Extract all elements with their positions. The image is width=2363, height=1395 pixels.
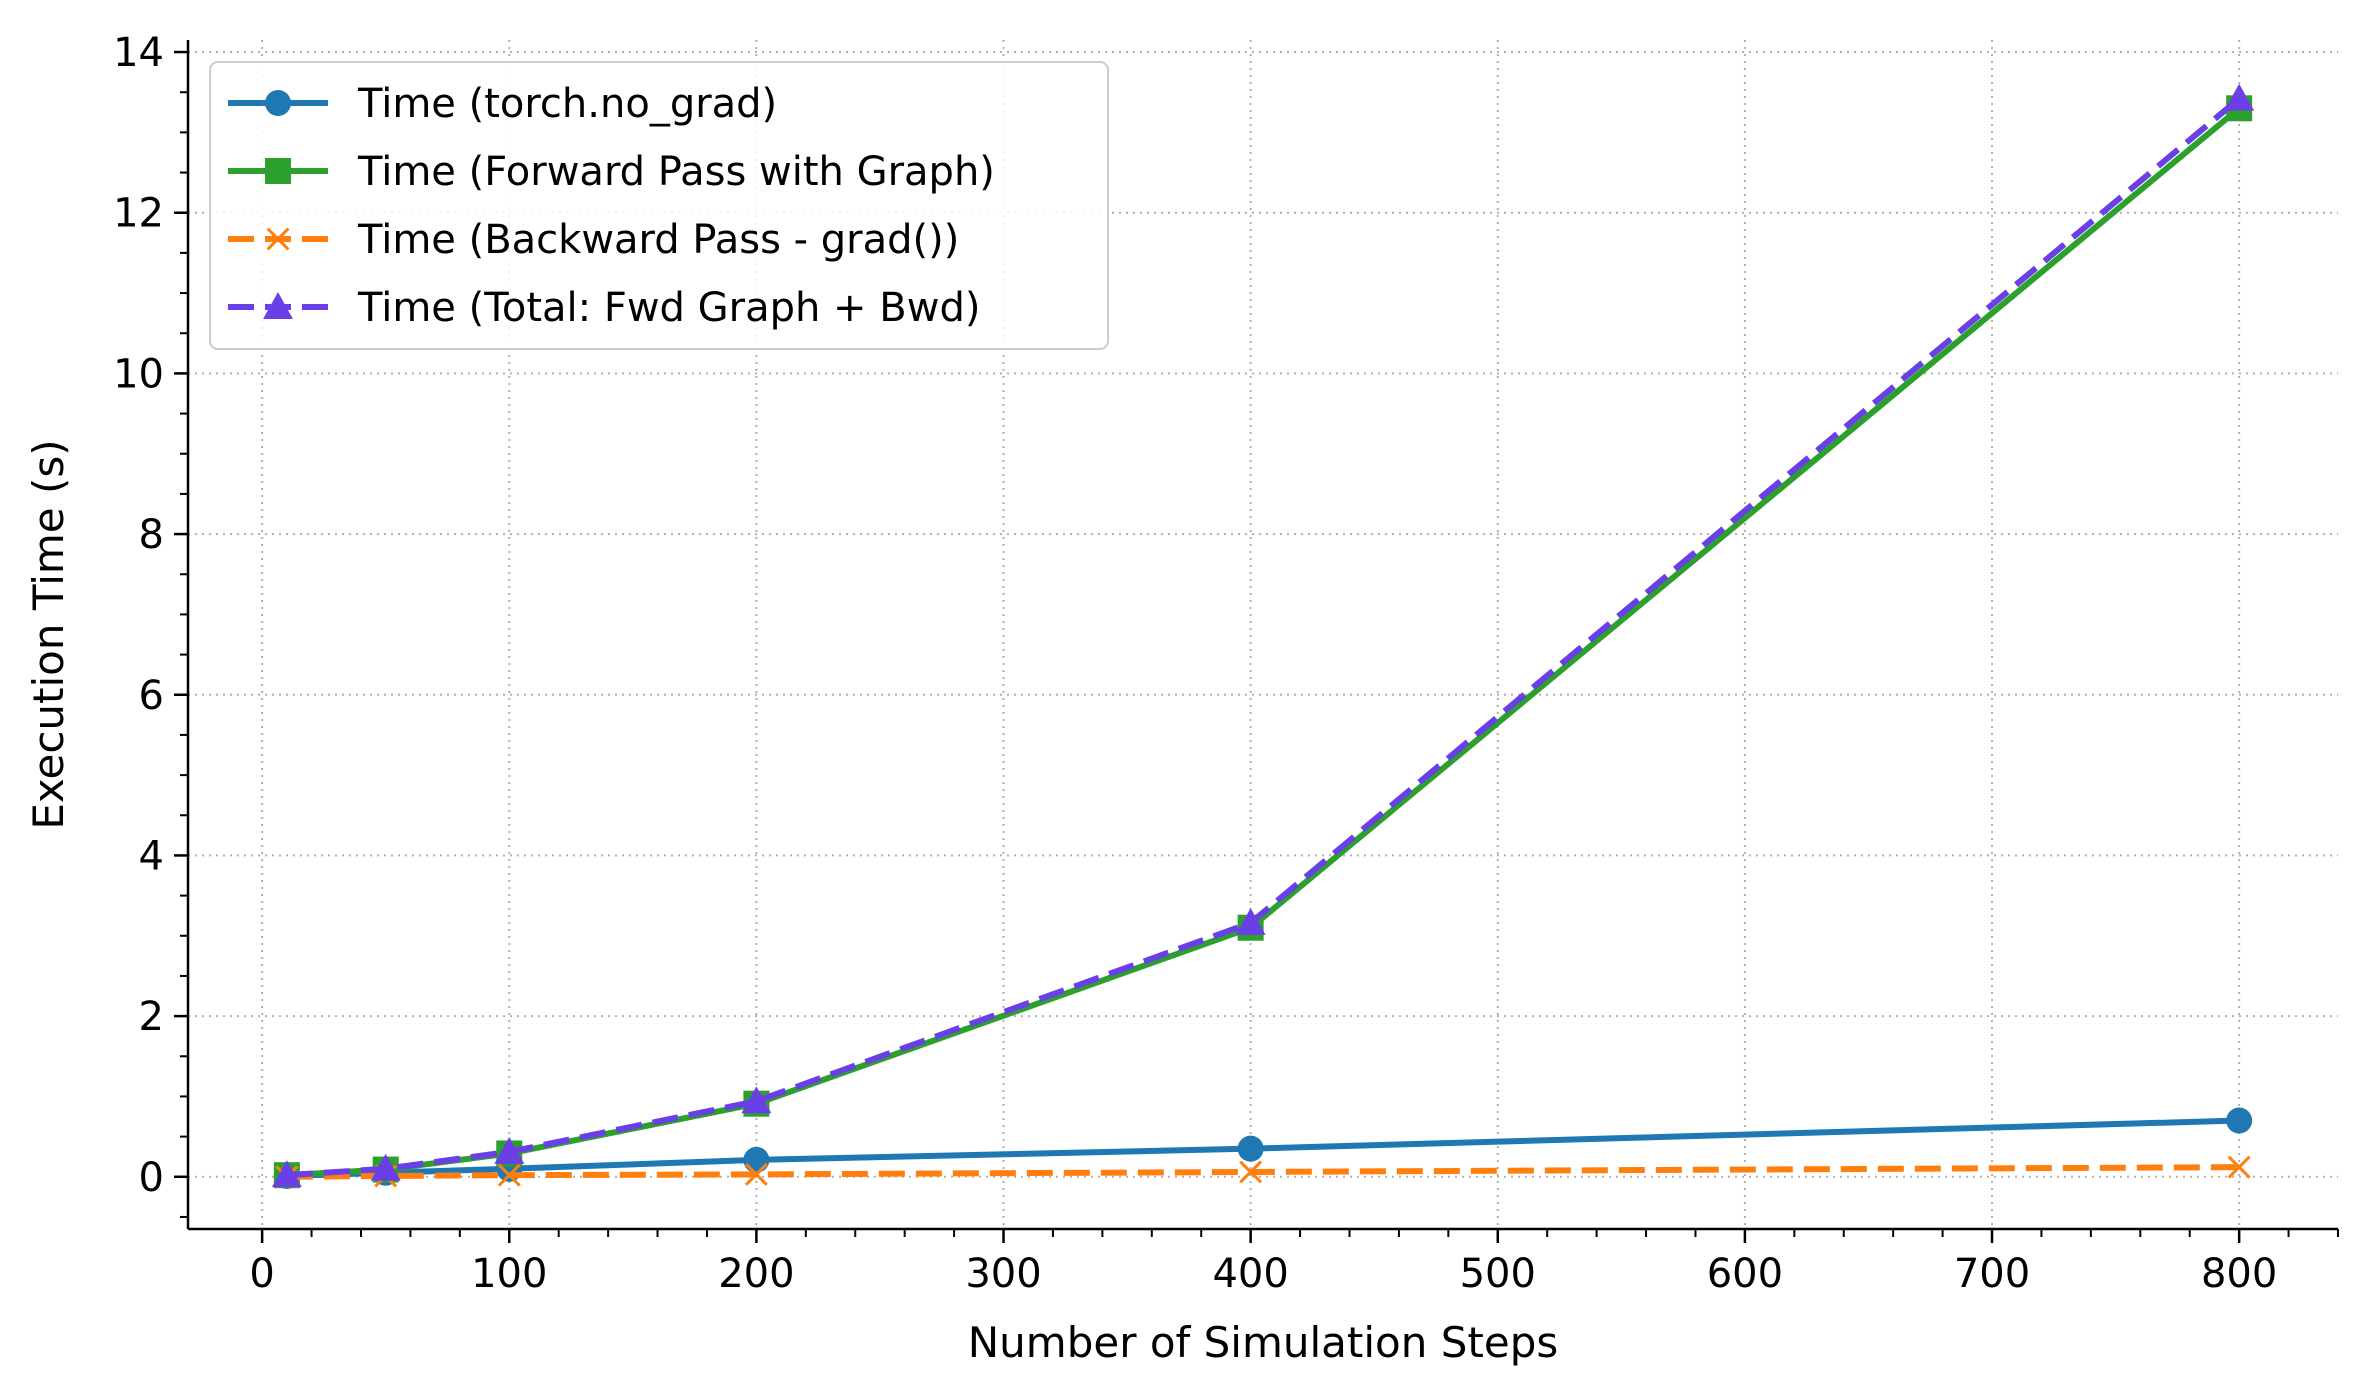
data-point-triangle bbox=[494, 1136, 525, 1164]
data-point-x-stroke bbox=[497, 1163, 521, 1187]
legend-entry: Time (torch.no_grad) bbox=[228, 81, 777, 127]
legend-label: Time (torch.no_grad) bbox=[357, 81, 777, 127]
data-point-circle bbox=[2226, 1107, 2253, 1134]
x-tick-label: 300 bbox=[965, 1251, 1041, 1297]
data-point-circle bbox=[265, 90, 291, 116]
data-point-triangle bbox=[2224, 83, 2255, 111]
legend-label: Time (Forward Pass with Graph) bbox=[357, 149, 995, 195]
x-tick-label: 700 bbox=[1954, 1251, 2030, 1297]
y-tick-label: 6 bbox=[139, 673, 164, 719]
legend-label: Time (Total: Fwd Graph + Bwd) bbox=[357, 285, 980, 331]
series-4 bbox=[271, 83, 2255, 1188]
x-tick-label: 0 bbox=[249, 1251, 274, 1297]
y-tick-label: 8 bbox=[139, 512, 164, 558]
axes: 0 100 200 300 400 500 600 700 800 0 2 4 6 8 10 12 14 bbox=[113, 30, 2339, 1297]
legend: Time (torch.no_grad) Time (Forward Pass w… bbox=[209, 61, 1109, 350]
data-point-x-stroke bbox=[266, 227, 290, 251]
legend-entry: Time (Backward Pass - grad()) bbox=[228, 217, 959, 263]
data-point-triangle bbox=[1235, 907, 1266, 935]
data-point-x-stroke bbox=[744, 1162, 768, 1186]
legend-entry: Time (Total: Fwd Graph + Bwd) bbox=[228, 285, 980, 331]
x-axis-title: Number of Simulation Steps bbox=[968, 1318, 1558, 1367]
y-tick-label: 10 bbox=[113, 351, 164, 397]
data-point-square bbox=[265, 158, 291, 184]
data-point-triangle bbox=[263, 292, 293, 319]
x-tick-label: 600 bbox=[1707, 1251, 1783, 1297]
y-axis-title: Execution Time (s) bbox=[24, 439, 73, 829]
y-tick-label: 12 bbox=[113, 191, 164, 237]
x-tick-label: 200 bbox=[718, 1251, 794, 1297]
data-point-circle bbox=[743, 1146, 770, 1173]
legend-label: Time (Backward Pass - grad()) bbox=[357, 217, 959, 263]
y-tick-label: 0 bbox=[139, 1155, 164, 1201]
y-tick-label: 4 bbox=[139, 833, 164, 879]
data-point-triangle bbox=[741, 1086, 772, 1114]
data-point-triangle bbox=[370, 1153, 401, 1181]
data-point-x bbox=[266, 227, 290, 251]
y-tick-label: 14 bbox=[113, 30, 164, 76]
x-tick-label: 400 bbox=[1212, 1251, 1288, 1297]
data-point-triangle bbox=[271, 1160, 302, 1188]
data-series bbox=[271, 83, 2255, 1189]
x-tick-label: 800 bbox=[2201, 1251, 2277, 1297]
legend-box bbox=[209, 61, 1109, 350]
x-tick-label: 500 bbox=[1460, 1251, 1536, 1297]
legend-entry: Time (Forward Pass with Graph) bbox=[228, 149, 995, 195]
data-point-x bbox=[1239, 1160, 1263, 1184]
data-point-circle bbox=[1237, 1135, 1264, 1162]
x-tick-label: 100 bbox=[471, 1251, 547, 1297]
series-3 bbox=[275, 1155, 2251, 1189]
series-line bbox=[286, 96, 2242, 1179]
data-point-x bbox=[497, 1163, 521, 1187]
y-tick-label: 2 bbox=[139, 994, 164, 1040]
data-point-x-stroke bbox=[1239, 1160, 1263, 1184]
data-point-x bbox=[2227, 1155, 2251, 1179]
series-line bbox=[286, 1164, 2240, 1180]
data-point-x-stroke bbox=[2227, 1155, 2251, 1179]
data-point-x bbox=[744, 1162, 768, 1186]
